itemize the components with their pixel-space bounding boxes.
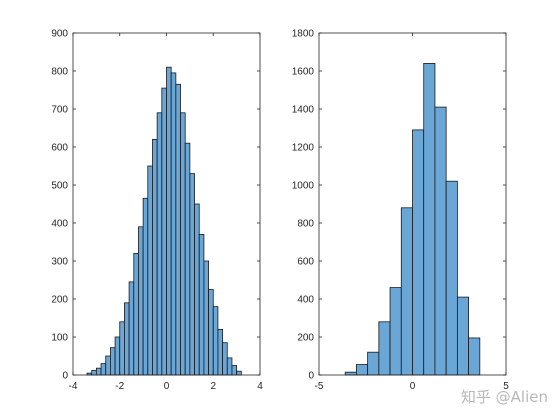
x-tick-label: -5 [315,381,324,392]
histogram-bar [175,83,181,376]
histogram-bar [378,321,391,376]
histogram-bar [133,252,139,376]
histogram-bar [180,112,186,376]
histogram-bar [203,260,209,376]
x-tick-label: 0 [410,381,416,392]
histogram-bar [355,364,369,376]
y-tick-label: 0 [62,371,68,382]
histogram-bar [142,197,149,376]
histogram-bar [110,347,116,376]
histogram-bar [105,355,111,376]
y-tick-label: 1800 [292,29,315,40]
y-tick-label: 200 [297,333,314,344]
x-tick-label: -2 [115,381,124,392]
histogram-bar [114,336,121,376]
histogram-bar [170,72,177,376]
y-tick-label: 1600 [292,67,315,78]
histogram-bar [161,87,167,376]
histogram-bar [194,203,200,376]
y-tick-label: 600 [297,257,314,268]
y-tick-label: 800 [297,219,314,230]
histogram-bar [138,226,144,376]
x-tick-label: 2 [210,381,216,392]
y-tick-label: 1000 [292,181,315,192]
histogram-bar [236,370,242,376]
x-tick-label: -4 [69,381,78,392]
y-tick-label: 900 [51,29,68,40]
y-tick-label: 600 [51,143,68,154]
histogram-bar [412,129,425,376]
histogram-bar [156,112,163,376]
histogram-bar [217,328,224,376]
y-tick-label: 1400 [292,105,315,116]
histogram-bar [124,302,130,376]
histogram-bar [423,63,436,376]
histogram-bar [119,321,125,376]
histogram-bar [400,207,413,376]
histogram-bar [95,367,102,376]
y-tick-label: 0 [308,371,314,382]
histogram-bar [208,289,214,376]
histogram-bar [128,281,135,376]
y-tick-label: 100 [51,333,68,344]
y-tick-label: 700 [51,105,68,116]
histogram-bar [222,342,228,376]
histogram-bar [231,365,238,376]
y-tick-label: 400 [51,219,68,230]
y-tick-label: 400 [297,295,314,306]
histogram-bar [389,287,402,376]
histogram-bar [226,357,233,376]
histogram-bar [91,370,97,376]
watermark: 知乎 @Alien [460,388,548,406]
x-tick-label: 5 [503,381,509,392]
histogram-bar [166,66,172,376]
y-tick-label: 200 [51,295,68,306]
x-tick-label: 4 [257,381,263,392]
histogram-bar [189,173,195,376]
histogram-bar [456,296,470,376]
histogram-bar [198,233,205,376]
histogram-bar [367,351,380,376]
histogram-bar [147,165,153,376]
histogram-bar [100,363,107,376]
y-tick-label: 500 [51,181,68,192]
x-tick-label: 0 [164,381,170,392]
histogram-bar [184,142,191,376]
histogram-bar [445,180,458,376]
y-tick-label: 300 [51,257,68,268]
left-histogram: -4 -2 0 2 4 0 100 200 300 400 500 600 700 800 900 [51,29,263,393]
y-tick-label: 800 [51,67,68,78]
histogram-bar [468,337,481,376]
histogram-bar [212,306,219,376]
histogram-bar [434,106,447,376]
histogram-bar [152,138,158,376]
y-tick-label: 1200 [292,143,315,154]
histogram-bar [344,371,357,376]
